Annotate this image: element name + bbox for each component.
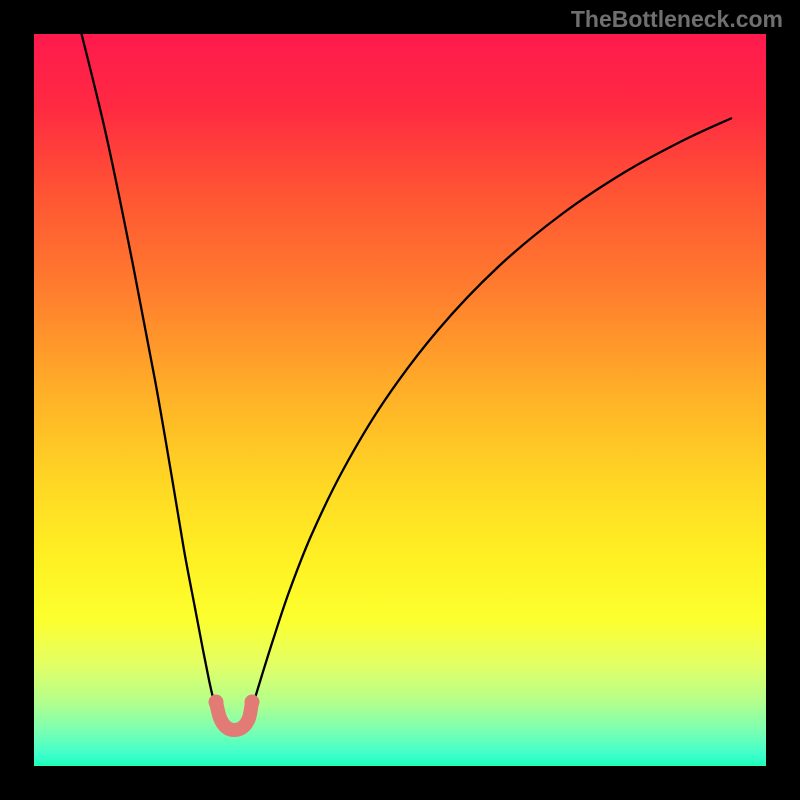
- trough-dot-right: [245, 695, 260, 710]
- frame-right: [766, 0, 800, 800]
- frame-bottom: [0, 766, 800, 800]
- frame-left: [0, 0, 34, 800]
- trough-dot-left: [209, 695, 224, 710]
- chart-background-gradient: [34, 34, 766, 766]
- watermark-text: TheBottleneck.com: [571, 6, 783, 33]
- bottleneck-chart: [0, 0, 800, 800]
